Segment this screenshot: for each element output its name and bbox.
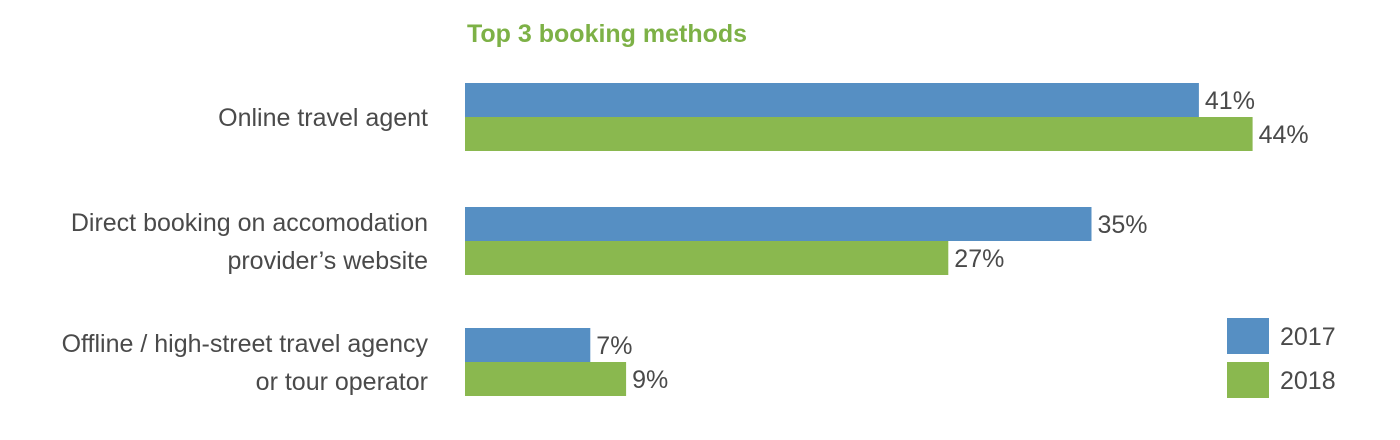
- data-label: 9%: [632, 366, 668, 394]
- bar-2017-0: [465, 83, 1199, 117]
- legend-label: 2017: [1280, 323, 1336, 351]
- bar-2018-2: [465, 362, 627, 396]
- bar-2018-1: [465, 241, 949, 275]
- category-label: or tour operator: [256, 368, 428, 396]
- category-label: Online travel agent: [218, 104, 428, 132]
- category-label: Offline / high-street travel agency: [62, 330, 429, 358]
- bar-2017-1: [465, 207, 1092, 241]
- data-label: 35%: [1098, 211, 1148, 239]
- bar-2017-2: [465, 328, 591, 362]
- category-label: Direct booking on accomodation: [71, 209, 428, 237]
- legend-swatch-2017: [1227, 318, 1269, 354]
- legend-label: 2018: [1280, 367, 1336, 395]
- data-label: 41%: [1205, 87, 1255, 115]
- category-label: provider’s website: [227, 247, 428, 275]
- bar-2018-0: [465, 117, 1253, 151]
- chart-title: Top 3 booking methods: [467, 20, 747, 48]
- data-label: 27%: [954, 245, 1004, 273]
- data-label: 44%: [1259, 121, 1309, 149]
- bars-layer: 41%44% 35% 27% 7%9%: [465, 83, 1309, 396]
- category-labels: Online travel agent Direct booking on acc…: [62, 104, 429, 396]
- legend-swatch-2018: [1227, 362, 1269, 398]
- data-label: 7%: [596, 332, 632, 360]
- legend: 2017 2018: [1227, 318, 1336, 398]
